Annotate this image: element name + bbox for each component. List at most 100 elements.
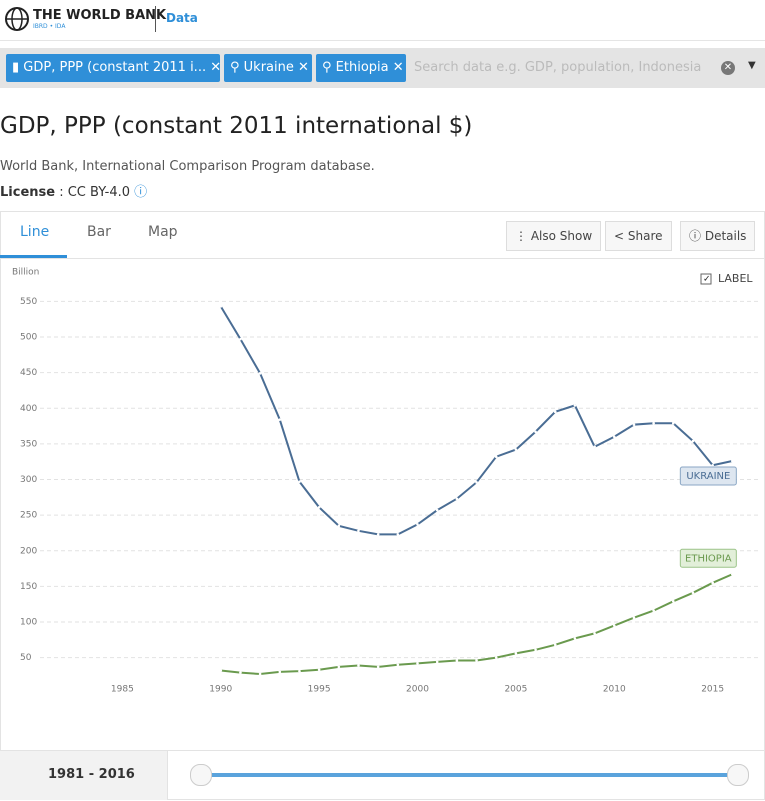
y-tick-label: 300 bbox=[20, 475, 37, 485]
y-tick-label: 100 bbox=[20, 618, 37, 628]
legend-label: UKRAINE bbox=[686, 471, 730, 482]
point bbox=[455, 497, 459, 501]
share-button[interactable]: < Share bbox=[605, 221, 672, 251]
tab[interactable]: Map bbox=[148, 224, 178, 240]
y-tick-label: 400 bbox=[20, 404, 37, 414]
x-tick-label: 1985 bbox=[111, 685, 134, 695]
y-tick-label: 550 bbox=[20, 297, 37, 307]
page-title: GDP, PPP (constant 2011 international $) bbox=[0, 113, 473, 139]
point bbox=[317, 505, 321, 509]
range-track bbox=[200, 773, 738, 777]
x-tick-label: 2005 bbox=[504, 685, 527, 695]
point bbox=[475, 659, 478, 662]
point bbox=[514, 448, 518, 451]
x-tick-label: 1995 bbox=[308, 685, 331, 695]
point bbox=[691, 591, 695, 595]
point bbox=[298, 480, 301, 483]
y-tick-label: 500 bbox=[20, 333, 37, 343]
point bbox=[731, 572, 734, 576]
chip[interactable]: ⚲ Ethiopia ✕ bbox=[316, 54, 406, 82]
point bbox=[455, 659, 459, 662]
point bbox=[219, 305, 223, 308]
y-tick-label: 450 bbox=[20, 368, 37, 378]
point bbox=[258, 372, 262, 375]
point bbox=[396, 663, 400, 667]
label-toggle[interactable]: LABEL bbox=[718, 272, 753, 285]
legend-box bbox=[679, 548, 737, 568]
button-label: Share bbox=[627, 229, 663, 243]
details-button[interactable]: ⓘ Details bbox=[680, 221, 756, 251]
point bbox=[219, 669, 223, 672]
y-axis-label: Billion bbox=[12, 268, 39, 278]
point bbox=[612, 435, 616, 439]
point bbox=[435, 660, 439, 664]
point bbox=[593, 632, 596, 635]
y-tick-label: 200 bbox=[20, 546, 37, 556]
search[interactable]: Search data e.g. GDP, population, Indone… bbox=[414, 60, 702, 75]
x-tick-label: 2000 bbox=[406, 685, 429, 695]
range-label: 1981 - 2016 bbox=[48, 767, 135, 782]
header: THE WORLD BANK IBRD • IDA Data bbox=[0, 0, 765, 41]
point bbox=[435, 508, 439, 512]
tab[interactable]: Bar bbox=[87, 224, 111, 240]
chip-label: Ethiopia bbox=[335, 60, 389, 75]
point bbox=[376, 533, 380, 536]
point bbox=[357, 664, 360, 667]
tab[interactable]: Line bbox=[20, 224, 50, 240]
y-tick-label: 350 bbox=[20, 439, 37, 449]
range-sep: - bbox=[88, 767, 95, 782]
x-tick-label: 1990 bbox=[209, 685, 232, 695]
y-tick-label: 150 bbox=[20, 582, 37, 592]
license-value: : CC BY-4.0 bbox=[59, 185, 130, 200]
label-checkbox[interactable] bbox=[700, 273, 712, 285]
point bbox=[416, 523, 419, 526]
point bbox=[711, 581, 714, 585]
point bbox=[475, 481, 478, 484]
point bbox=[239, 671, 242, 674]
range-handle[interactable] bbox=[727, 764, 749, 786]
legend-label: ETHIOPIA bbox=[685, 553, 732, 564]
point bbox=[612, 624, 616, 627]
series-line bbox=[220, 573, 733, 676]
point bbox=[494, 656, 498, 659]
range-end: 2016 bbox=[98, 767, 135, 782]
clear[interactable]: ✕ bbox=[721, 61, 735, 75]
license-label: License bbox=[0, 185, 56, 200]
check: ✓ bbox=[703, 275, 711, 285]
chip-label: GDP, PPP (constant 2011 i... bbox=[23, 60, 207, 75]
point bbox=[671, 421, 675, 425]
chart: Billion ✓ LABEL 50 100 150 200 250 300 350 400 4… bbox=[12, 268, 758, 695]
range-bar: 1981 - 2016 bbox=[0, 750, 765, 801]
point bbox=[632, 616, 636, 620]
point bbox=[337, 665, 341, 669]
point bbox=[298, 669, 301, 673]
point bbox=[691, 439, 695, 443]
brand[interactable]: THE WORLD BANK bbox=[33, 8, 167, 23]
x-tick-label: 2010 bbox=[603, 685, 626, 695]
legend-box bbox=[679, 466, 737, 486]
point bbox=[573, 404, 577, 407]
point bbox=[278, 670, 282, 674]
point bbox=[258, 672, 262, 676]
range-handle[interactable] bbox=[190, 764, 212, 786]
section[interactable]: Data bbox=[166, 11, 198, 25]
dropdown[interactable]: ▼ bbox=[748, 60, 756, 71]
point bbox=[534, 648, 537, 652]
y-tick-label: 250 bbox=[20, 511, 37, 521]
point bbox=[711, 463, 714, 467]
also-show-button[interactable]: ⋮ Also Show bbox=[506, 221, 602, 251]
point bbox=[357, 529, 360, 533]
brand-sub: IBRD • IDA bbox=[33, 23, 66, 30]
point bbox=[593, 445, 596, 449]
point bbox=[239, 337, 242, 341]
chip[interactable]: ⚲ Ukraine ✕ bbox=[224, 54, 312, 82]
point bbox=[534, 430, 537, 434]
source: World Bank, International Comparison Pro… bbox=[0, 159, 375, 174]
point bbox=[671, 600, 675, 603]
x-tick-label: 2015 bbox=[701, 685, 724, 695]
point bbox=[553, 410, 557, 414]
point bbox=[416, 662, 419, 665]
chip[interactable]: ▮ GDP, PPP (constant 2011 i... ✕ bbox=[6, 54, 221, 82]
point bbox=[278, 418, 282, 421]
